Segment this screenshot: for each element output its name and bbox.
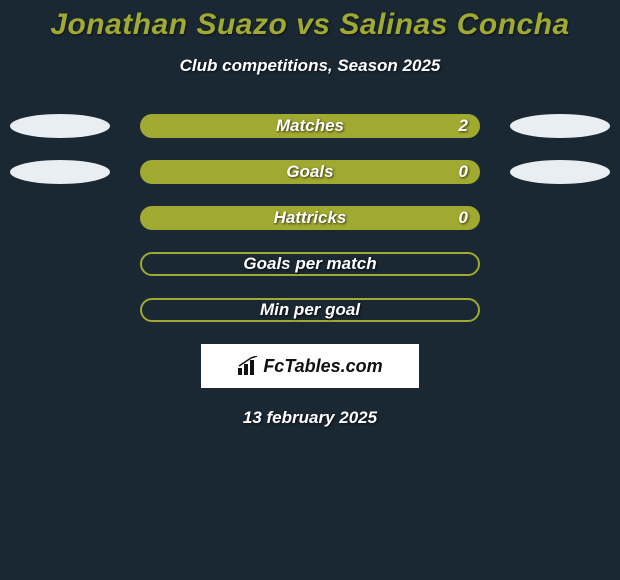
stat-row: Min per goal (0, 298, 620, 322)
stat-rows: Matches 2 Goals 0 Hattricks 0 Goals per match M… (0, 114, 620, 322)
logo-text: FcTables.com (263, 356, 382, 377)
stat-label: Hattricks (274, 208, 347, 228)
stat-bar: Hattricks 0 (140, 206, 480, 230)
stat-value: 0 (459, 208, 468, 228)
stat-label: Matches (276, 116, 344, 136)
player-marker-left (10, 114, 110, 138)
stat-label: Goals per match (243, 254, 376, 274)
stat-bar: Goals per match (140, 252, 480, 276)
stat-bar: Min per goal (140, 298, 480, 322)
stat-row: Matches 2 (0, 114, 620, 138)
bar-chart-icon (237, 356, 259, 376)
subtitle: Club competitions, Season 2025 (0, 56, 620, 76)
logo-box: FcTables.com (201, 344, 419, 388)
stat-row: Hattricks 0 (0, 206, 620, 230)
stat-label: Min per goal (260, 300, 360, 320)
player-marker-left (10, 160, 110, 184)
comparison-infographic: Jonathan Suazo vs Salinas Concha Club co… (0, 0, 620, 428)
stat-bar: Goals 0 (140, 160, 480, 184)
stat-row: Goals 0 (0, 160, 620, 184)
stat-bar: Matches 2 (140, 114, 480, 138)
stat-value: 0 (459, 162, 468, 182)
stat-value: 2 (459, 116, 468, 136)
stat-label: Goals (286, 162, 333, 182)
player-marker-right (510, 160, 610, 184)
page-title: Jonathan Suazo vs Salinas Concha (0, 8, 620, 42)
player-marker-right (510, 114, 610, 138)
date-text: 13 february 2025 (0, 408, 620, 428)
stat-row: Goals per match (0, 252, 620, 276)
